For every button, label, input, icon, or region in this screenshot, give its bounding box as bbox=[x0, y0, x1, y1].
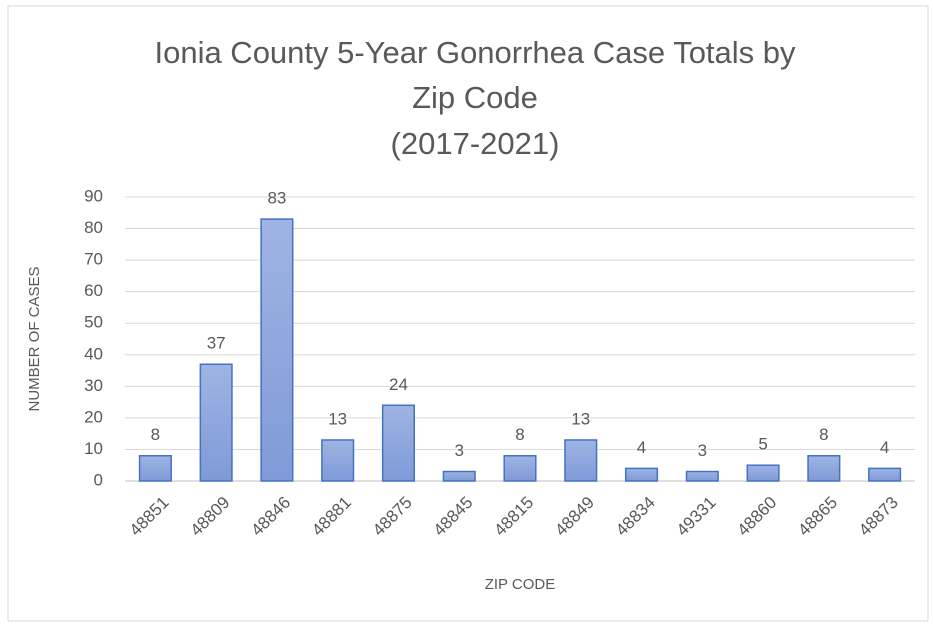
y-tick-label: 10 bbox=[84, 439, 103, 458]
y-tick-label: 20 bbox=[84, 407, 103, 426]
data-label: 4 bbox=[880, 438, 889, 457]
bar bbox=[564, 439, 598, 482]
bar bbox=[199, 363, 233, 482]
bar bbox=[138, 455, 172, 482]
chart-title: Zip Code bbox=[412, 80, 538, 115]
y-tick-label: 40 bbox=[84, 344, 103, 363]
bar bbox=[807, 455, 841, 482]
chart-title: Ionia County 5-Year Gonorrhea Case Total… bbox=[154, 35, 796, 70]
data-label: 3 bbox=[698, 441, 707, 460]
bar bbox=[381, 404, 416, 482]
y-tick-label: 0 bbox=[94, 470, 103, 489]
bar bbox=[624, 467, 659, 482]
data-label: 13 bbox=[571, 409, 590, 428]
bar bbox=[260, 218, 294, 482]
data-label: 8 bbox=[819, 425, 828, 444]
y-tick-label: 30 bbox=[84, 376, 103, 395]
bar bbox=[746, 464, 780, 482]
data-label: 4 bbox=[637, 438, 646, 457]
bar bbox=[685, 470, 719, 482]
chart-title: (2017-2021) bbox=[391, 126, 560, 161]
y-tick-label: 50 bbox=[84, 313, 103, 332]
data-label: 83 bbox=[267, 189, 286, 208]
y-axis-title: NUMBER OF CASES bbox=[26, 266, 43, 411]
data-label: 5 bbox=[758, 435, 767, 454]
bar bbox=[868, 467, 902, 482]
y-tick-label: 60 bbox=[84, 281, 103, 300]
data-label: 8 bbox=[151, 425, 160, 444]
data-label: 24 bbox=[389, 375, 408, 394]
x-axis-title: ZIP CODE bbox=[485, 576, 556, 593]
y-tick-label: 70 bbox=[84, 250, 103, 269]
y-tick-label: 80 bbox=[84, 218, 103, 237]
data-label: 3 bbox=[454, 441, 463, 460]
data-label: 37 bbox=[207, 334, 226, 353]
bar bbox=[442, 470, 476, 482]
data-label: 13 bbox=[328, 409, 347, 428]
bar bbox=[503, 455, 537, 482]
bar bbox=[321, 439, 355, 482]
y-tick-label: 90 bbox=[84, 186, 103, 205]
data-label: 8 bbox=[515, 425, 524, 444]
chart-border bbox=[7, 5, 929, 622]
